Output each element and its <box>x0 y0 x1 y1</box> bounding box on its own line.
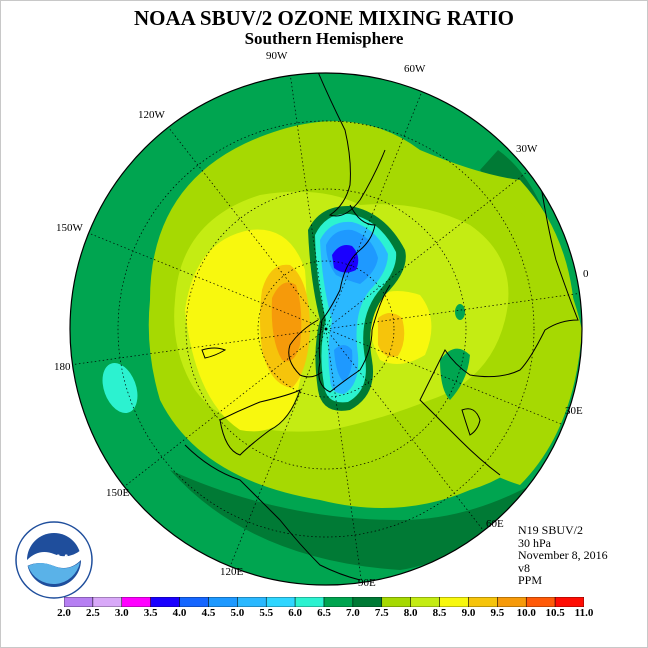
colorbar-swatch <box>525 597 556 607</box>
colorbar-swatch <box>121 597 151 607</box>
colorbar-swatch <box>64 597 94 607</box>
colorbar-tick-label: 2.0 <box>57 607 71 619</box>
colorbar-swatch <box>237 597 267 607</box>
info-version: v8 <box>518 560 530 575</box>
colorbar-tick-label: 8.5 <box>432 607 447 619</box>
latitude-circle-outer <box>117 120 535 538</box>
meridian-m270 <box>290 75 327 330</box>
lon-label-30e: 30E <box>565 405 583 417</box>
contour-9-0-east <box>378 313 405 357</box>
meridian-m240 <box>168 127 327 330</box>
coast-indonesia <box>184 444 361 581</box>
coast-madagascar <box>461 408 481 436</box>
logo-text: NOAA <box>38 553 70 565</box>
info-instrument: N19 SBUV/2 <box>518 523 584 537</box>
latitude-circle-mid <box>185 188 467 470</box>
colorbar-swatch <box>554 597 584 607</box>
coast-africa <box>419 179 579 476</box>
colorbar-swatch <box>410 597 440 607</box>
coast-new-zealand <box>201 347 227 359</box>
meridian-m0 <box>325 293 580 330</box>
lon-label-90w: 90W <box>266 50 288 62</box>
colorbar-swatch <box>323 597 354 607</box>
meridian-m180 <box>72 328 327 365</box>
colorbar-swatch <box>179 597 209 607</box>
graticule <box>117 120 535 538</box>
colorbar-tick-label: 6.0 <box>288 607 302 619</box>
colorbar-swatch <box>468 597 498 607</box>
coast-australia <box>219 389 301 456</box>
colorbar-swatch <box>265 597 296 607</box>
meridian-m90 <box>325 328 362 583</box>
info-block: N19 SBUV/2 30 hPa November 8, 2016 v8 PP… <box>518 524 608 587</box>
contour-7-0-south-band <box>170 470 540 570</box>
colorbar <box>64 597 584 607</box>
colorbar-tick-label: 3.0 <box>114 607 129 619</box>
meridian-m210 <box>88 232 327 330</box>
meridian-m150 <box>124 328 327 487</box>
colorbar-tick-label: 4.0 <box>172 607 187 619</box>
colorbar-tick-label: 3.5 <box>143 607 158 619</box>
colorbar-tick-label: 7.0 <box>346 607 360 619</box>
coastlines <box>184 73 579 581</box>
map-subtitle: Southern Hemisphere <box>244 29 404 48</box>
coast-antarctica-west <box>288 319 323 378</box>
info-date: November 8, 2016 <box>518 548 608 562</box>
contour-6-5-east-spot <box>455 304 465 320</box>
latitude-circle-inner <box>257 260 395 398</box>
meridian-m330 <box>325 171 528 330</box>
colorbar-tick-label: 10.5 <box>545 607 565 619</box>
colorbar-tick-label: 5.5 <box>259 607 274 619</box>
colorbar-tick-label: 6.5 <box>317 607 331 619</box>
lon-label-0: 0 <box>583 268 589 280</box>
lon-label-150w: 150W <box>56 222 83 234</box>
colorbar-tick-label: 7.5 <box>374 607 389 619</box>
coast-south-america <box>317 73 386 217</box>
meridian-m30 <box>325 328 564 426</box>
colorbar-swatch <box>208 597 238 607</box>
lon-label-60w: 60W <box>404 63 426 75</box>
colorbar-swatch <box>150 597 180 607</box>
contour-9-5-max <box>271 282 302 362</box>
lon-label-120w: 120W <box>138 109 165 121</box>
colorbar-tick-label: 2.5 <box>86 607 100 619</box>
colorbar-swatch <box>294 597 325 607</box>
colorbar-tick-label: 11.0 <box>574 607 594 619</box>
colorbar-tick-label: 9.5 <box>490 607 505 619</box>
meridian-m120 <box>229 328 327 567</box>
noaa-logo: NOAA <box>15 521 93 599</box>
logo-wave-icon <box>28 562 80 585</box>
map-title: NOAA SBUV/2 OZONE MIXING RATIO <box>134 6 514 30</box>
colorbar-swatch <box>92 597 123 607</box>
coast-antarctica-east <box>318 204 391 393</box>
colorbar-swatch <box>381 597 411 607</box>
meridian-m60 <box>325 328 484 531</box>
colorbar-tick-label: 9.0 <box>461 607 476 619</box>
colorbar-swatch <box>497 597 527 607</box>
lon-label-120e: 120E <box>220 566 244 578</box>
meridian-m300 <box>325 91 423 330</box>
colorbar-swatch <box>439 597 469 607</box>
colorbar-tick-label: 8.0 <box>403 607 418 619</box>
info-units: PPM <box>518 573 543 587</box>
lon-label-150e: 150E <box>106 487 130 499</box>
ozone-field <box>70 73 582 585</box>
logo-bird-icon <box>27 550 81 568</box>
map-border <box>69 72 583 586</box>
lon-label-90e: 90E <box>358 577 376 589</box>
colorbar-tick-label: 4.5 <box>201 607 216 619</box>
colorbar-swatch <box>352 597 383 607</box>
meridians <box>72 75 580 583</box>
lon-label-60e: 60E <box>486 518 504 530</box>
colorbar-tick-label: 5.0 <box>230 607 245 619</box>
lon-label-180: 180 <box>54 361 71 373</box>
contour-4-5-hole-south <box>334 345 353 382</box>
lon-label-30w: 30W <box>516 143 538 155</box>
colorbar-tick-label: 10.0 <box>516 607 536 619</box>
contour-6-0-west-patch <box>102 362 138 414</box>
info-level: 30 hPa <box>518 535 551 550</box>
